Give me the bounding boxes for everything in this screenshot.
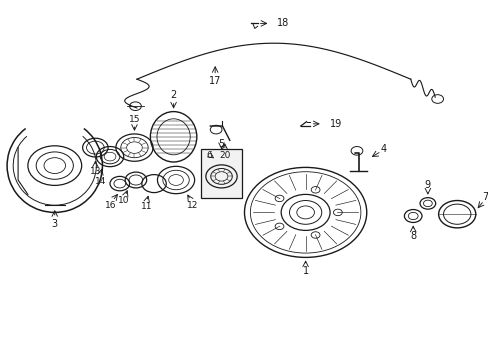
Text: 11: 11	[141, 202, 152, 211]
Text: 8: 8	[409, 231, 415, 241]
Text: 4: 4	[380, 144, 386, 154]
Text: 12: 12	[186, 201, 198, 210]
Text: 16: 16	[105, 202, 117, 210]
Text: 19: 19	[329, 119, 342, 129]
Text: 2: 2	[170, 90, 176, 100]
Text: 14: 14	[94, 177, 106, 186]
Text: 13: 13	[89, 166, 101, 175]
Text: 9: 9	[424, 180, 430, 190]
Text: 17: 17	[208, 76, 221, 86]
Text: 7: 7	[482, 192, 488, 202]
Text: 3: 3	[52, 219, 58, 229]
Text: 18: 18	[277, 18, 289, 28]
Text: 10: 10	[118, 197, 129, 205]
Text: 6: 6	[206, 151, 212, 161]
Text: 15: 15	[128, 115, 140, 124]
Text: 5: 5	[218, 139, 224, 149]
Bar	[201, 149, 241, 198]
Text: 20: 20	[219, 151, 230, 160]
Text: 1: 1	[302, 266, 308, 276]
